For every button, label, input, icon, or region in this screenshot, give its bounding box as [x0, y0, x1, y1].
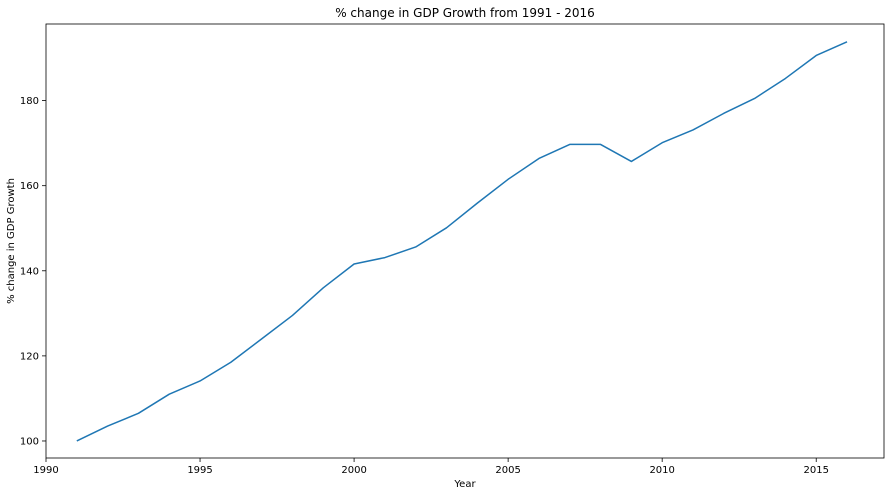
y-tick-label: 140: [20, 266, 39, 277]
chart-title: % change in GDP Growth from 1991 - 2016: [335, 6, 595, 20]
x-tick-label: 2015: [803, 465, 828, 476]
x-tick-label: 2000: [341, 465, 366, 476]
x-tick-label: 1995: [187, 465, 212, 476]
y-tick-label: 180: [20, 96, 39, 107]
x-axis-label: Year: [453, 479, 476, 490]
y-tick-label: 120: [20, 351, 39, 362]
plot-area: 1990 1995 2000 2005 2010 2015 100 120 140 160 180: [20, 23, 885, 476]
y-tick-label: 160: [20, 181, 39, 192]
x-tick-label: 2010: [649, 465, 674, 476]
axes-frame: [45, 23, 885, 459]
y-axis-label: % change in GDP Growth: [6, 178, 17, 304]
x-tick-label: 1990: [33, 465, 58, 476]
y-tick-label: 100: [20, 436, 39, 447]
series-line-0: [76, 41, 848, 442]
x-tick-label: 2005: [495, 465, 520, 476]
